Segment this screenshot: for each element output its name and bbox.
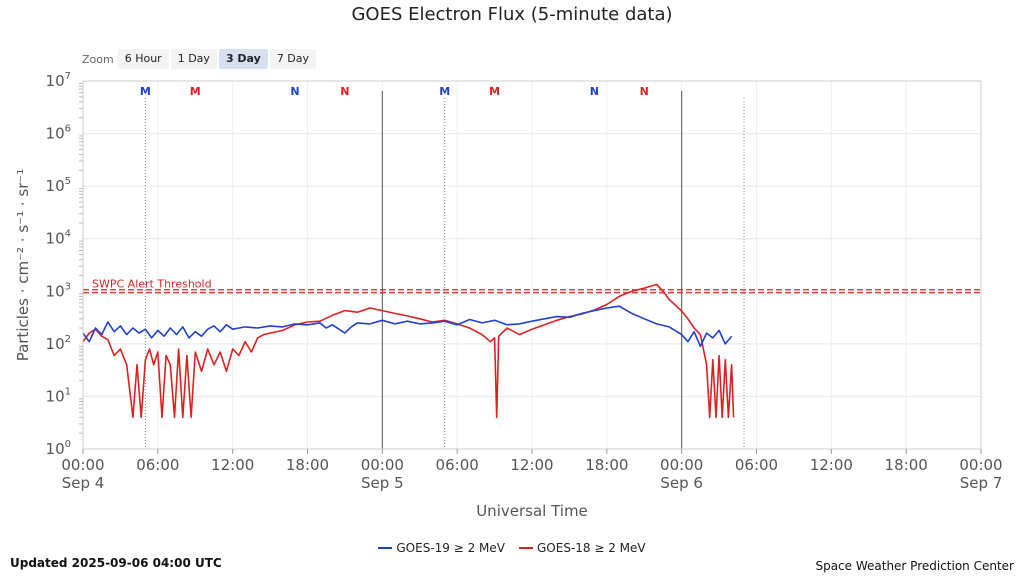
legend-swatch-goes-18	[519, 547, 533, 549]
y-tick-label: 105	[46, 176, 71, 195]
x-tick-date-label: Sep 5	[361, 474, 404, 492]
series-line-goes-18	[82, 283, 735, 419]
threshold: SWPC Alert Threshold	[83, 277, 981, 294]
y-tick-exponent: 2	[65, 334, 71, 345]
x-tick-date-label: Sep 7	[960, 474, 1003, 492]
x-tick-label: 18:00	[286, 456, 329, 474]
zoom-1-day-button[interactable]: 1 Day	[170, 49, 217, 69]
y-tick-label: 104	[46, 229, 71, 248]
y-axis-label: Particles · cm⁻² · s⁻¹ · sr⁻¹	[14, 169, 32, 362]
x-tick-label: 00:00	[959, 456, 1002, 474]
vertical-lines	[144, 91, 745, 449]
chart-title: GOES Electron Flux (5-minute data)	[351, 4, 673, 25]
x-tick-label: 12:00	[510, 456, 553, 474]
legend-item-goes-19[interactable]: GOES-19 ≥ 2 MeV	[378, 541, 505, 555]
x-axis-label: Universal Time	[476, 502, 588, 520]
source-credit: Space Weather Prediction Center	[815, 559, 1014, 573]
y-tick-exponent: 0	[65, 439, 71, 450]
local-time-marker: N	[640, 85, 649, 98]
updated-timestamp: Updated 2025-09-06 04:00 UTC	[10, 556, 222, 570]
local-time-marker: N	[590, 85, 599, 98]
zoom-3-day-button[interactable]: 3 Day	[218, 49, 268, 69]
x-tick-label: 00:00	[61, 456, 104, 474]
zoom-bar: Zoom 6 Hour 1 Day 3 Day 7 Day	[82, 49, 318, 69]
y-tick-exponent: 5	[65, 176, 71, 187]
x-tick-label: 18:00	[585, 456, 628, 474]
y-tick-label: 107	[46, 71, 71, 90]
threshold-label: SWPC Alert Threshold	[92, 277, 212, 290]
y-tick-label: 106	[46, 124, 71, 143]
grid	[82, 80, 982, 450]
x-tick-label: 12:00	[211, 456, 254, 474]
series-line-goes-19	[82, 305, 733, 348]
y-tick-exponent: 7	[65, 71, 71, 82]
zoom-label: Zoom	[82, 52, 114, 66]
x-tick-label: 00:00	[660, 456, 703, 474]
zoom-7-day-button[interactable]: 7 Day	[269, 49, 317, 69]
local-time-marker: M	[190, 85, 201, 98]
legend-label-goes-19: GOES-19 ≥ 2 MeV	[396, 541, 505, 555]
y-tick-label: 103	[46, 281, 71, 300]
x-tick-label: 00:00	[361, 456, 404, 474]
legend: GOES-19 ≥ 2 MeV GOES-18 ≥ 2 MeV	[0, 541, 1024, 555]
x-tick-date-label: Sep 6	[660, 474, 703, 492]
y-tick-exponent: 6	[65, 124, 71, 135]
x-tick-label: 06:00	[436, 456, 479, 474]
zoom-6-hour-button[interactable]: 6 Hour	[117, 49, 169, 69]
legend-item-goes-18[interactable]: GOES-18 ≥ 2 MeV	[519, 541, 646, 555]
local-time-marker: M	[140, 85, 151, 98]
local-time-marker: M	[489, 85, 500, 98]
x-tick-label: 06:00	[136, 456, 179, 474]
y-tick-exponent: 4	[65, 229, 71, 240]
y-tick-label: 101	[46, 386, 71, 405]
local-time-marker: N	[290, 85, 299, 98]
x-tick-label: 12:00	[810, 456, 853, 474]
y-tick-label: 102	[46, 334, 71, 353]
local-time-marker: N	[340, 85, 349, 98]
x-tick-label: 06:00	[735, 456, 778, 474]
legend-swatch-goes-19	[378, 547, 393, 549]
x-tick-label: 18:00	[885, 456, 928, 474]
legend-label-goes-18: GOES-18 ≥ 2 MeV	[537, 541, 646, 555]
local-time-marker: M	[439, 85, 450, 98]
x-tick-date-label: Sep 4	[62, 474, 105, 492]
series	[82, 283, 735, 419]
y-tick-exponent: 3	[65, 281, 71, 292]
y-tick-exponent: 1	[65, 386, 71, 397]
